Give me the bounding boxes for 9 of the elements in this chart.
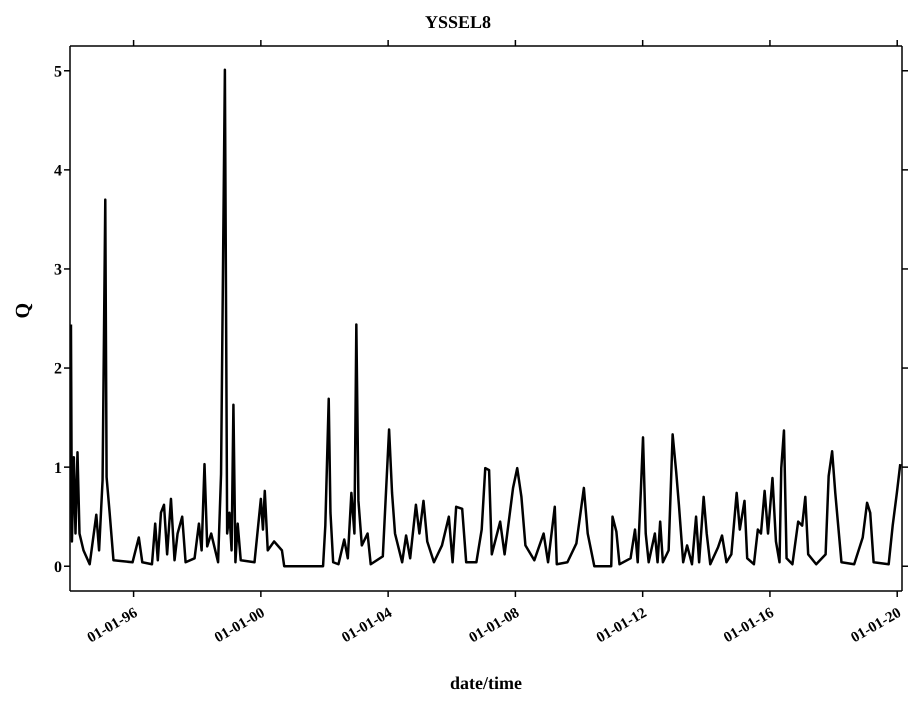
y-tick-label: 1 — [54, 460, 62, 477]
y-tick-label: 5 — [54, 63, 62, 80]
y-axis-title: Q — [12, 302, 34, 318]
chart-title: YSSEL8 — [424, 11, 492, 34]
y-tick-label: 0 — [54, 558, 62, 576]
x-axis-title: date/time — [450, 673, 522, 693]
y-tick-label: 3 — [54, 262, 62, 279]
y-tick-label: 2 — [54, 360, 62, 378]
y-tick-label: 4 — [54, 162, 62, 180]
